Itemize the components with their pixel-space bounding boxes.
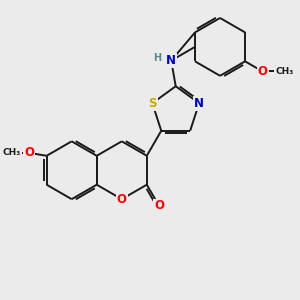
Text: N: N — [194, 97, 204, 110]
Text: N: N — [166, 54, 176, 67]
Text: CH₃: CH₃ — [275, 67, 293, 76]
Text: O: O — [154, 200, 164, 212]
Text: CH₃: CH₃ — [3, 148, 21, 158]
Text: S: S — [148, 97, 157, 110]
Text: O: O — [258, 65, 268, 78]
Text: O: O — [24, 146, 34, 159]
Text: O: O — [117, 193, 127, 206]
Text: H: H — [153, 53, 161, 63]
